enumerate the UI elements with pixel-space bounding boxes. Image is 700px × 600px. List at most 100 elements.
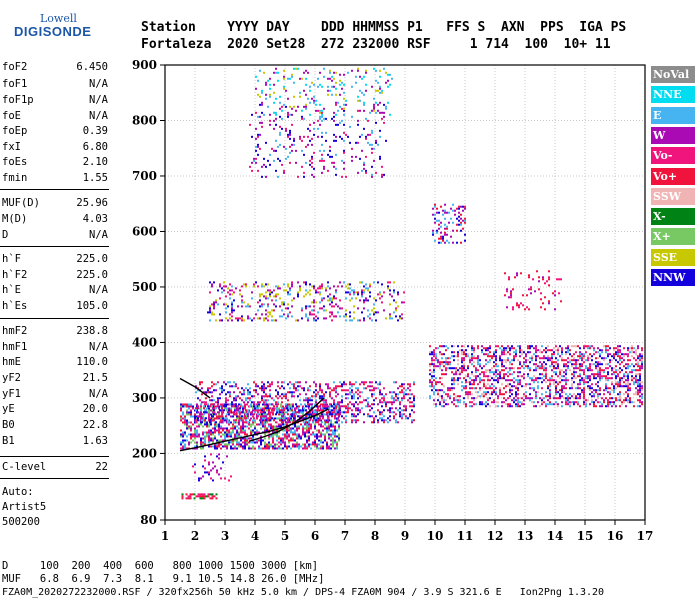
echo-point bbox=[247, 413, 249, 416]
echo-point bbox=[387, 409, 389, 412]
echo-point bbox=[389, 401, 391, 404]
echo-point bbox=[621, 403, 623, 406]
echo-point bbox=[291, 107, 293, 110]
echo-point bbox=[619, 367, 621, 370]
echo-point bbox=[543, 397, 545, 400]
echo-point bbox=[527, 345, 529, 348]
echo-point bbox=[375, 121, 377, 124]
echo-point bbox=[263, 285, 265, 288]
echo-point bbox=[547, 359, 549, 362]
echo-point bbox=[357, 387, 359, 390]
echo-point bbox=[190, 405, 192, 408]
echo-point bbox=[245, 417, 247, 420]
echo-point bbox=[489, 387, 491, 390]
echo-point bbox=[363, 383, 365, 386]
echo-point bbox=[279, 411, 281, 414]
echo-point bbox=[250, 441, 252, 444]
echo-point bbox=[231, 319, 233, 322]
echo-point bbox=[387, 285, 389, 288]
echo-point bbox=[563, 359, 565, 362]
echo-point bbox=[565, 383, 567, 386]
echo-point bbox=[343, 383, 345, 386]
echo-point bbox=[313, 287, 315, 290]
echo-point bbox=[495, 391, 497, 394]
echo-point bbox=[233, 419, 235, 422]
echo-point bbox=[195, 385, 197, 388]
echo-point bbox=[255, 405, 257, 408]
echo-point bbox=[437, 389, 439, 392]
echo-point bbox=[256, 423, 258, 426]
echo-point bbox=[198, 477, 200, 480]
echo-point bbox=[268, 423, 270, 426]
echo-point bbox=[573, 363, 575, 366]
param-label: foEs bbox=[2, 156, 28, 168]
echo-point bbox=[587, 357, 589, 360]
echo-point bbox=[238, 423, 240, 426]
echo-point bbox=[635, 379, 637, 382]
echo-point bbox=[497, 377, 499, 380]
echo-point bbox=[276, 411, 278, 414]
echo-point bbox=[257, 415, 259, 418]
echo-point bbox=[309, 139, 311, 142]
echo-point bbox=[481, 367, 483, 370]
echo-point bbox=[307, 415, 309, 418]
echo-point bbox=[589, 345, 591, 348]
echo-point bbox=[212, 427, 214, 430]
echo-point bbox=[545, 369, 547, 372]
echo-point bbox=[182, 435, 184, 438]
echo-point bbox=[234, 427, 236, 430]
x-tick-label: 5 bbox=[281, 529, 289, 543]
echo-point bbox=[373, 387, 375, 390]
echo-point bbox=[294, 433, 296, 436]
echo-point bbox=[459, 399, 461, 402]
echo-point bbox=[599, 371, 601, 374]
echo-point bbox=[252, 423, 254, 426]
echo-point bbox=[334, 425, 336, 428]
echo-point bbox=[216, 443, 218, 446]
echo-point bbox=[373, 67, 375, 70]
echo-point bbox=[242, 409, 244, 412]
echo-point bbox=[276, 435, 278, 438]
echo-point bbox=[323, 159, 325, 162]
echo-point bbox=[456, 241, 458, 244]
echo-point bbox=[236, 421, 238, 424]
echo-point bbox=[429, 379, 431, 382]
echo-point bbox=[555, 357, 557, 360]
echo-point bbox=[345, 315, 347, 318]
echo-point bbox=[444, 231, 446, 234]
echo-point bbox=[593, 373, 595, 376]
echo-point bbox=[361, 133, 363, 136]
echo-point bbox=[291, 143, 293, 146]
echo-point bbox=[329, 391, 331, 394]
echo-point bbox=[569, 353, 571, 356]
echo-point bbox=[248, 441, 250, 444]
echo-point bbox=[503, 393, 505, 396]
echo-point bbox=[274, 427, 276, 430]
echo-point bbox=[539, 367, 541, 370]
echo-point bbox=[194, 433, 196, 436]
echo-point bbox=[275, 169, 277, 172]
echo-point bbox=[284, 415, 286, 418]
echo-point bbox=[433, 353, 435, 356]
echo-point bbox=[529, 393, 531, 396]
echo-point bbox=[301, 417, 303, 420]
echo-point bbox=[263, 415, 265, 418]
echo-point bbox=[507, 379, 509, 382]
echo-point bbox=[224, 439, 226, 442]
echo-point bbox=[244, 405, 246, 408]
echo-point bbox=[395, 381, 397, 384]
echo-point bbox=[211, 415, 213, 418]
echo-point bbox=[431, 361, 433, 364]
echo-point bbox=[196, 443, 198, 446]
echo-point bbox=[533, 401, 535, 404]
echo-point bbox=[291, 395, 293, 398]
echo-point bbox=[242, 441, 244, 444]
echo-point bbox=[324, 419, 326, 422]
echo-point bbox=[271, 299, 273, 302]
echo-point bbox=[495, 373, 497, 376]
echo-point bbox=[477, 363, 479, 366]
echo-point bbox=[261, 313, 263, 316]
echo-point bbox=[381, 417, 383, 420]
echo-point bbox=[254, 441, 256, 444]
echo-point bbox=[301, 109, 303, 112]
